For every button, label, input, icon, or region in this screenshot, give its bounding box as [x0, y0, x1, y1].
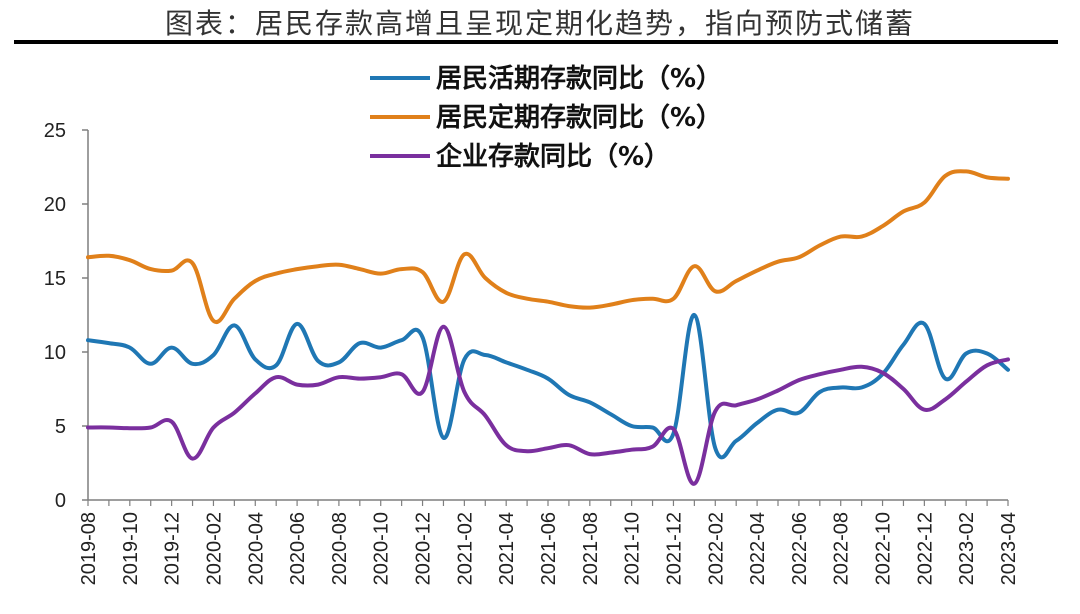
y-tick-label: 20	[44, 194, 66, 216]
y-tick-label: 5	[55, 416, 66, 438]
legend-label-1: 居民活期存款同比（%）	[436, 64, 722, 94]
y-tick-label: 15	[44, 268, 66, 290]
x-tick-label: 2023-04	[998, 512, 1020, 585]
x-tick-label: 2019-08	[78, 512, 100, 585]
x-tick-label: 2020-12	[413, 512, 435, 585]
x-tick-label: 2020-04	[245, 512, 267, 585]
series-layer	[86, 169, 1010, 486]
x-tick-label: 2020-08	[329, 512, 351, 585]
x-tick-label: 2022-04	[747, 512, 769, 585]
series-line-3	[86, 324, 1010, 486]
x-tick-label: 2022-10	[873, 512, 895, 585]
x-tick-label: 2023-02	[956, 512, 978, 585]
x-tick-label: 2021-06	[538, 512, 560, 585]
y-tick-label: 0	[55, 490, 66, 512]
series-line-1	[86, 312, 1010, 460]
chart-title: 图表：居民存款高增且呈现定期化趋势，指向预防式储蓄	[164, 7, 915, 40]
x-tick-label: 2021-02	[454, 512, 476, 585]
chart-axes: 0 5 10 15 20 25 2019-08 2019-10 2019-12 2020-02 20…	[44, 120, 1020, 585]
title-divider	[14, 40, 1058, 44]
x-tick-label: 2022-08	[831, 512, 853, 585]
x-tick-label: 2021-12	[663, 512, 685, 585]
legend-label-3: 企业存款同比（%）	[436, 141, 670, 172]
x-tick-label: 2021-04	[496, 512, 518, 585]
x-tick-label: 2021-10	[622, 512, 644, 585]
x-tick-label: 2020-02	[203, 512, 225, 585]
x-tick-label: 2022-06	[789, 512, 811, 585]
x-tick-label: 2020-06	[287, 512, 309, 585]
y-tick-label: 25	[44, 120, 66, 142]
x-tick-label: 2019-12	[162, 512, 184, 585]
legend-label-2: 居民定期存款同比（%）	[436, 102, 722, 133]
x-tick-label: 2021-08	[580, 512, 602, 585]
y-tick-label: 10	[44, 342, 66, 364]
x-tick-label: 2022-02	[705, 512, 727, 585]
x-tick-label: 2019-10	[120, 512, 142, 585]
chart-legend: 居民活期存款同比（%） 居民定期存款同比（%） 企业存款同比（%）	[370, 64, 722, 172]
x-tick-label: 2020-10	[371, 512, 393, 585]
x-tick-label: 2022-12	[914, 512, 936, 585]
series-line-2	[86, 169, 1010, 325]
